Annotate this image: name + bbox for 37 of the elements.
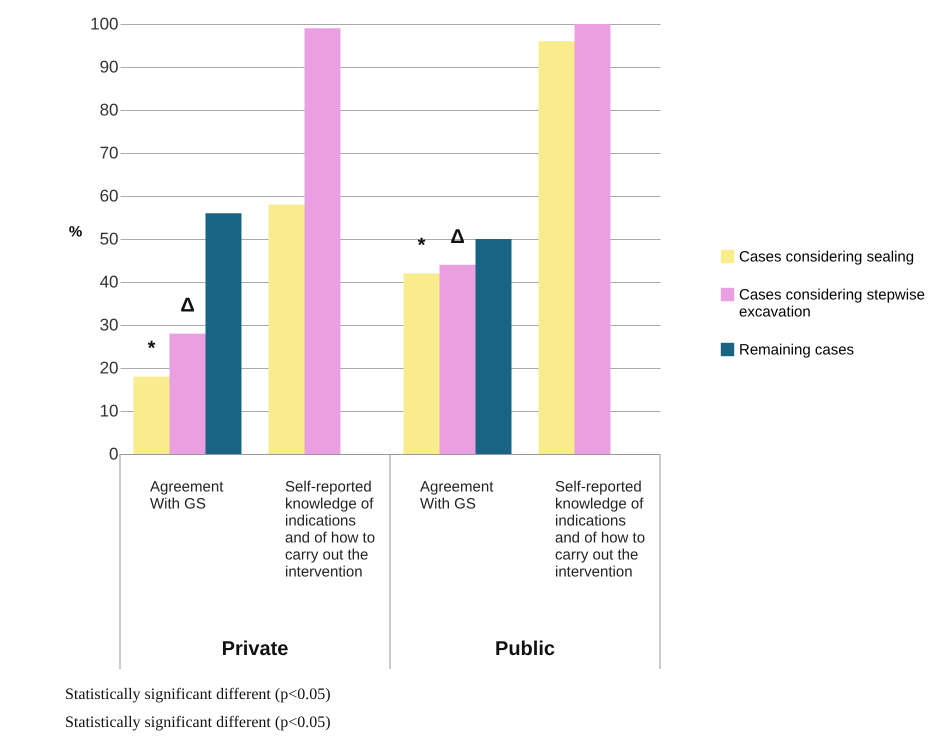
y-tick-label: 60 <box>100 186 118 206</box>
x-tick-label: Agreement With GS <box>150 478 224 512</box>
y-tick-label: 90 <box>100 58 118 76</box>
y-tick-label: 20 <box>100 358 118 378</box>
y-tick-label: 10 <box>100 402 118 420</box>
y-tick-label: 100 <box>90 14 118 34</box>
text: Statistically significant different (p<0.05) <box>65 686 331 703</box>
bar <box>268 204 304 454</box>
annotation: Δ <box>450 226 465 248</box>
bar <box>206 213 242 454</box>
text: Public <box>494 638 556 660</box>
annotation: * <box>418 234 426 256</box>
y-tick-label: 0 <box>109 444 118 464</box>
bar <box>574 24 610 454</box>
bar <box>170 334 206 454</box>
x-tick-label: Agreement With GS <box>420 478 494 512</box>
legend-label: Cases considering sealing <box>739 248 914 266</box>
y-axis-title: % <box>68 224 82 240</box>
text: Statistically significant different (p<0.05) <box>65 714 331 731</box>
legend-label: Cases considering stepwise excavation <box>739 286 925 320</box>
text: Private <box>222 638 288 660</box>
x-tick-label: Self-reported knowledge of indications and of how to carry out the intervention <box>285 478 376 580</box>
bar <box>476 239 512 454</box>
y-tick-label: 50 <box>100 230 118 248</box>
bar <box>440 264 476 454</box>
y-tick-label: 40 <box>100 272 118 292</box>
bar <box>134 376 170 454</box>
y-tick-label: 30 <box>100 316 118 334</box>
annotation: * <box>148 338 156 360</box>
y-tick-label: 70 <box>100 144 118 162</box>
bar <box>404 273 440 454</box>
x-tick-label: Self-reported knowledge of indications and of how to carry out the intervention <box>555 478 646 580</box>
legend-label: Remaining cases <box>739 342 854 358</box>
y-tick-label: 80 <box>100 100 118 120</box>
bar <box>304 28 340 454</box>
bar <box>538 41 574 454</box>
annotation: Δ <box>180 294 195 317</box>
